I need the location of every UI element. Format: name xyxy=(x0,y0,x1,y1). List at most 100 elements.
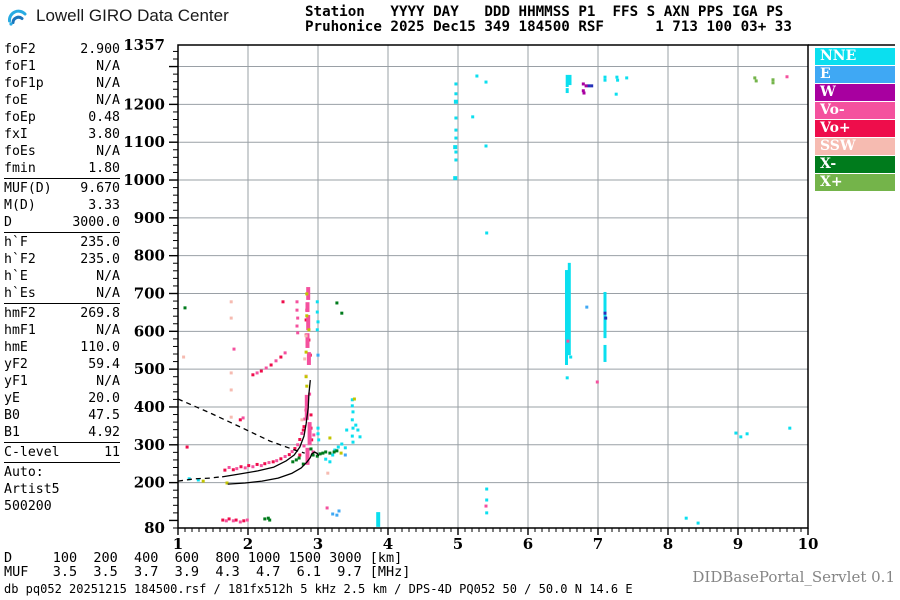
param-value: 11 xyxy=(104,445,120,460)
group-divider xyxy=(4,462,120,463)
param-label: h`Es xyxy=(4,286,36,301)
param-label: fmin xyxy=(4,161,36,176)
param-label: foE xyxy=(4,93,28,108)
param-row-fof1: foF1 N/A xyxy=(4,58,120,75)
muf-row: MUF 3.5 3.5 3.7 3.9 4.3 4.7 6.1 9.7 [MHz… xyxy=(4,564,411,580)
legend-item-x: X- xyxy=(815,156,895,173)
param-label: foF1 xyxy=(4,59,36,74)
svg-text:1000: 1000 xyxy=(123,171,165,189)
group-divider xyxy=(4,303,120,304)
param-label: M(D) xyxy=(4,198,36,213)
header-columns: Station YYYY DAY DDD HHMMSS P1 FFS S AXN… xyxy=(305,4,784,20)
curve-profile-below-fmin xyxy=(177,476,221,482)
svg-text:80: 80 xyxy=(144,519,165,537)
param-value: N/A xyxy=(96,374,120,389)
svg-text:800: 800 xyxy=(134,247,165,265)
param-label: yE xyxy=(4,391,20,406)
group-divider xyxy=(4,442,120,443)
param-value: 47.5 xyxy=(88,408,120,423)
svg-text:1357: 1357 xyxy=(123,36,165,54)
legend-item-w: W xyxy=(815,84,895,101)
x-axis-labels: 1 2 3 4 5 6 7 8 9 10 xyxy=(173,535,819,553)
legend-item-nne: NNE xyxy=(815,48,895,65)
param-row-fof1p: foF1p N/A xyxy=(4,75,120,92)
param-label: B1 xyxy=(4,425,20,440)
svg-text:7: 7 xyxy=(593,535,603,553)
param-row-foes: foEs N/A xyxy=(4,143,120,160)
param-value: N/A xyxy=(96,59,120,74)
svg-text:9: 9 xyxy=(733,535,743,553)
param-label: foF1p xyxy=(4,76,44,91)
svg-text:200: 200 xyxy=(134,474,165,492)
curve-true-height-profile xyxy=(227,451,320,485)
servlet-version: DIDBasePortal_Servlet 0.1 xyxy=(692,568,895,586)
param-row-b0: B0 47.5 xyxy=(4,407,120,424)
echo-layer-fplasma xyxy=(201,292,356,485)
station-header: Station YYYY DAY DDD HHMMSS P1 FFS S AXN… xyxy=(305,5,792,35)
svg-text:500: 500 xyxy=(134,360,165,378)
param-label: hmE xyxy=(4,340,28,355)
param-label: foF2 xyxy=(4,42,36,57)
echo-layer-edark xyxy=(587,84,608,320)
echo-layer-x xyxy=(183,301,344,522)
param-row-foe: foE N/A xyxy=(4,92,120,109)
svg-text:2: 2 xyxy=(243,535,253,553)
echo-type-legend: NNE E W Vo- Vo+ SSW X- X+ xyxy=(815,48,895,192)
param-label: h`E xyxy=(4,269,28,284)
echo-layer-e xyxy=(316,305,589,517)
svg-text:3: 3 xyxy=(313,535,323,553)
parameters-panel: foF2 2.900 foF1 N/A foF1p N/A foE N/A foEp 0.48 fx… xyxy=(4,41,120,515)
grid-lines xyxy=(178,45,808,528)
param-label: hmF2 xyxy=(4,306,36,321)
param-value: 1.80 xyxy=(88,161,120,176)
legend-item-e: E xyxy=(815,66,895,83)
param-row-yf2: yF2 59.4 xyxy=(4,356,120,373)
param-row-mufd: MUF(D) 9.670 xyxy=(4,180,120,197)
param-label: fxI xyxy=(4,127,28,142)
param-label: h`F xyxy=(4,235,28,250)
autoscaler-name: Artist5 xyxy=(4,482,60,497)
file-info: db pq052 20251215 184500.rsf / 181fx512h… xyxy=(4,582,633,596)
auto-label: Auto: xyxy=(4,465,44,480)
param-label: D xyxy=(4,215,12,230)
param-row-b1: B1 4.92 xyxy=(4,424,120,441)
svg-text:6: 6 xyxy=(523,535,533,553)
param-row-hmf1: hmF1 N/A xyxy=(4,322,120,339)
param-label: B0 xyxy=(4,408,20,423)
param-value: N/A xyxy=(96,93,120,108)
param-value: N/A xyxy=(96,269,120,284)
profile-curves xyxy=(177,380,320,485)
header-values: Pruhonice 2025 Dec15 349 184500 RSF 1 71… xyxy=(305,19,792,35)
param-value: N/A xyxy=(96,323,120,338)
group-divider xyxy=(4,232,120,233)
param-value: 2.900 xyxy=(80,42,120,57)
legend-item-vo: Vo- xyxy=(815,102,895,119)
param-label: foEs xyxy=(4,144,36,159)
autoscaler-version: 500200 xyxy=(4,499,52,514)
echo-layer-w xyxy=(581,82,588,95)
param-value: 3.80 xyxy=(88,127,120,142)
legend-item-x: X+ xyxy=(815,174,895,191)
param-value: 269.8 xyxy=(80,306,120,321)
distance-row: D 100 200 400 600 800 1000 1500 3000 [km… xyxy=(4,550,403,566)
legend-item-vo: Vo+ xyxy=(815,120,895,137)
param-label: h`F2 xyxy=(4,252,36,267)
svg-text:600: 600 xyxy=(134,322,165,340)
param-row-fof2: foF2 2.900 xyxy=(4,41,120,58)
param-value: N/A xyxy=(96,76,120,91)
param-value: 3.33 xyxy=(88,198,120,213)
param-label: MUF(D) xyxy=(4,181,52,196)
param-value: 0.48 xyxy=(88,110,120,125)
param-row-hf2: h`F2 235.0 xyxy=(4,251,120,268)
param-row-hme: hmE 110.0 xyxy=(4,339,120,356)
logo-wave-icon xyxy=(7,9,27,26)
axis-ticks xyxy=(169,50,809,535)
svg-text:700: 700 xyxy=(134,284,165,302)
param-value: 9.670 xyxy=(80,181,120,196)
param-value: 3000.0 xyxy=(72,215,120,230)
param-value: 235.0 xyxy=(80,252,120,267)
param-label: foEp xyxy=(4,110,36,125)
svg-text:1100: 1100 xyxy=(123,133,165,151)
param-label: yF2 xyxy=(4,357,28,372)
